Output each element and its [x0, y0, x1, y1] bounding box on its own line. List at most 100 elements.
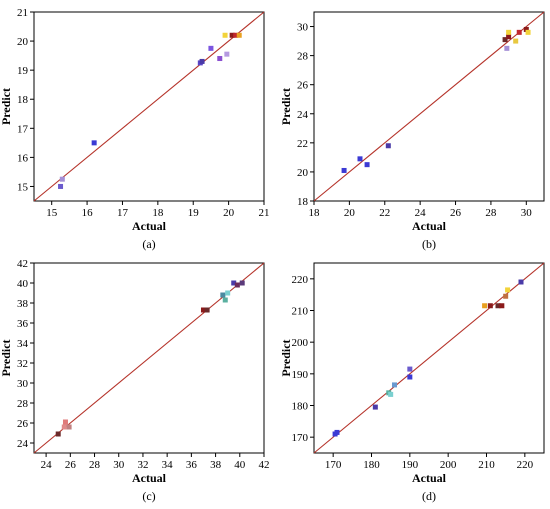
y-tick-label: 21 [17, 7, 28, 19]
y-tick-label: 28 [17, 398, 29, 410]
chart-panel: 15 16 17 18 19 20 21 15 16 17 18 19 20 21 Actual Predic… [0, 7, 270, 251]
y-tick-label: 18 [17, 94, 29, 106]
data-point [504, 45, 510, 51]
y-axis-label: Predict [279, 339, 293, 376]
data-point [525, 29, 531, 35]
data-point [222, 297, 228, 303]
x-tick-label: 38 [210, 459, 222, 471]
y-tick-label: 20 [297, 167, 309, 179]
y-tick-label: 22 [297, 138, 308, 150]
y-tick-label: 32 [17, 358, 28, 370]
x-tick-label: 180 [363, 459, 380, 471]
x-axis-label: Actual [412, 219, 447, 233]
data-point [388, 391, 394, 397]
x-tick-label: 28 [89, 459, 101, 471]
plot-frame [313, 262, 545, 454]
y-tick-label: 190 [292, 369, 309, 381]
data-point [225, 290, 231, 296]
x-tick-label: 34 [162, 459, 174, 471]
y-tick-label: 38 [17, 298, 29, 310]
data-point [523, 26, 529, 32]
plot-frame [313, 11, 545, 202]
x-tick-label: 200 [440, 459, 457, 471]
y-tick-label: 18 [297, 196, 309, 208]
x-tick-label: 210 [478, 459, 495, 471]
fit-line [313, 11, 545, 202]
data-point [513, 38, 519, 44]
data-point [220, 292, 226, 298]
data-point [407, 366, 413, 372]
x-tick-label: 20 [223, 207, 235, 219]
x-axis-label: Actual [132, 471, 167, 485]
data-point [341, 167, 347, 173]
chart-panel: 170 180 190 200 210 220 170 180 190 200 210 220 Actu… [279, 262, 545, 503]
panel-label: (d) [422, 489, 436, 503]
data-point [372, 404, 378, 410]
data-point [357, 156, 363, 162]
data-point [487, 303, 493, 309]
data-point [204, 307, 210, 313]
x-tick-label: 40 [234, 459, 246, 471]
x-tick-label: 18 [309, 207, 321, 219]
y-axis-label: Predict [0, 339, 13, 376]
data-point [482, 303, 488, 309]
data-point [516, 29, 522, 35]
x-tick-label: 18 [152, 207, 164, 219]
x-tick-label: 26 [450, 207, 462, 219]
chart-panel: 24 26 28 30 32 34 36 38 40 42 24 26 28 30 32 34 36 38 40 42… [0, 258, 270, 503]
data-point [224, 51, 230, 57]
data-point [66, 424, 72, 430]
x-tick-label: 190 [402, 459, 419, 471]
y-tick-label: 180 [292, 401, 309, 413]
y-tick-label: 30 [297, 22, 309, 34]
plot-frame [33, 262, 265, 454]
data-point [392, 382, 397, 388]
x-tick-label: 220 [517, 459, 534, 471]
y-tick-label: 16 [17, 152, 29, 164]
data-point [222, 32, 228, 38]
y-tick-label: 40 [17, 278, 29, 290]
y-tick-label: 170 [292, 432, 309, 444]
y-tick-label: 30 [17, 378, 29, 390]
data-point [502, 37, 508, 43]
panel-label: (b) [422, 237, 436, 251]
data-point [236, 32, 242, 38]
x-tick-label: 32 [137, 459, 148, 471]
y-tick-label: 20 [17, 36, 29, 48]
data-point [334, 429, 340, 435]
y-tick-label: 42 [17, 258, 28, 270]
y-tick-label: 19 [17, 65, 29, 77]
y-tick-label: 200 [292, 337, 309, 349]
y-tick-label: 26 [17, 418, 29, 430]
x-tick-label: 21 [259, 207, 270, 219]
x-tick-label: 19 [188, 207, 200, 219]
data-point [91, 140, 97, 146]
data-point [239, 280, 245, 286]
data-point [506, 34, 512, 40]
x-tick-label: 16 [82, 207, 94, 219]
x-tick-label: 30 [521, 207, 533, 219]
x-tick-label: 26 [65, 459, 77, 471]
x-tick-label: 30 [113, 459, 125, 471]
x-tick-label: 36 [186, 459, 198, 471]
x-tick-label: 28 [485, 207, 497, 219]
data-point [61, 424, 67, 430]
data-point [59, 176, 65, 182]
y-tick-label: 17 [17, 123, 29, 135]
data-point [199, 58, 205, 64]
fit-line [33, 11, 265, 202]
data-point [234, 282, 240, 288]
y-tick-label: 26 [297, 80, 309, 92]
x-tick-label: 15 [46, 207, 58, 219]
x-axis-label: Actual [132, 219, 167, 233]
panel-label: (a) [142, 237, 155, 251]
plot-frame [33, 11, 265, 202]
x-axis-label: Actual [412, 471, 447, 485]
data-point [505, 287, 511, 293]
data-point [229, 32, 235, 38]
data-point [55, 431, 61, 437]
x-tick-label: 170 [325, 459, 342, 471]
data-point [499, 303, 505, 309]
data-point [58, 183, 64, 189]
y-axis-label: Predict [279, 88, 293, 125]
